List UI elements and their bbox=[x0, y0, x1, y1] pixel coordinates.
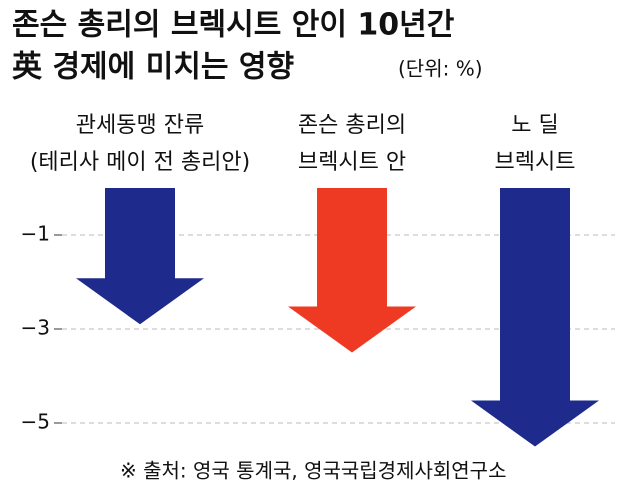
chart-subtitle: (단위: %) bbox=[398, 57, 483, 81]
y-tick-label: −5 bbox=[21, 410, 50, 434]
category-label: 관세동맹 잔류 bbox=[76, 113, 204, 138]
chart-title: 英 경제에 미치는 영향 bbox=[12, 50, 294, 85]
category-label: 브렉시트 안 bbox=[298, 150, 406, 175]
y-tick-label: −3 bbox=[21, 316, 50, 340]
source: ※ 출처: 영국 통계국, 영국국립경제사회연구소 bbox=[120, 459, 506, 483]
arrow-bar bbox=[471, 188, 599, 447]
category-label: 노 딜 bbox=[511, 113, 558, 138]
category-label: 존슨 총리의 bbox=[298, 113, 406, 138]
category-label: 브렉시트 bbox=[495, 150, 576, 175]
arrow-bar bbox=[76, 188, 204, 325]
chart-title: 존슨 총리의 브렉시트 안이 10년간 bbox=[12, 8, 455, 43]
arrow-bar bbox=[288, 188, 416, 353]
category-label: (테리사 메이 전 총리안) bbox=[30, 150, 250, 175]
y-tick-label: −1 bbox=[21, 222, 50, 246]
